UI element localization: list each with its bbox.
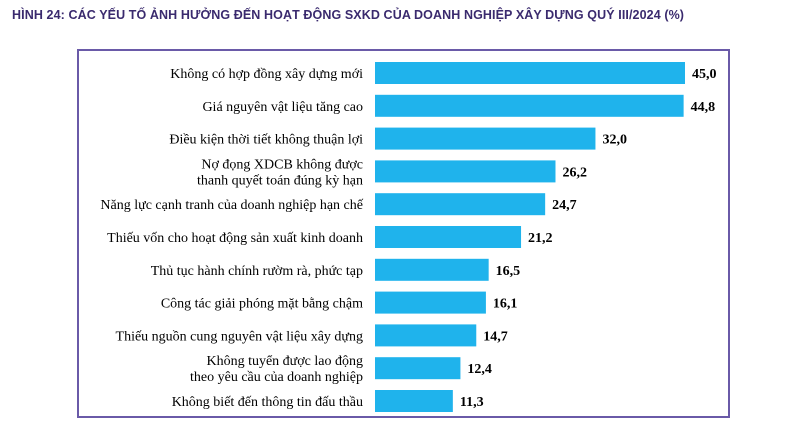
value-label-5: 24,7 <box>552 198 577 213</box>
bar-8 <box>375 291 486 314</box>
chart-frame <box>77 49 730 418</box>
bar-7 <box>375 258 489 281</box>
bar-11 <box>375 390 453 412</box>
bar-9 <box>375 324 477 347</box>
category-label-9: Thiếu nguồn cung nguyên vật liệu xây dựn… <box>116 329 363 344</box>
value-label-1: 45,0 <box>692 67 717 82</box>
value-label-9: 14,7 <box>483 329 508 344</box>
value-label-6: 21,2 <box>528 231 553 246</box>
category-label-3: Điều kiện thời tiết không thuận lợi <box>169 133 363 148</box>
bar-3 <box>375 127 596 150</box>
value-label-4: 26,2 <box>562 165 587 180</box>
value-label-2: 44,8 <box>691 100 716 115</box>
bar-4 <box>375 160 556 183</box>
value-label-8: 16,1 <box>493 297 518 312</box>
chart-title: HÌNH 24: CÁC YẾU TỐ ẢNH HƯỞNG ĐẾN HOẠT Đ… <box>12 8 685 22</box>
bar-1 <box>375 62 685 84</box>
category-label-1: Không có hợp đồng xây dựng mới <box>170 67 363 82</box>
value-label-7: 16,5 <box>496 264 520 279</box>
value-label-10: 12,4 <box>467 362 492 377</box>
category-label-2: Giá nguyên vật liệu tăng cao <box>202 100 363 115</box>
category-label-6: Thiếu vốn cho hoạt động sản xuất kinh do… <box>107 231 363 246</box>
value-label-3: 32,0 <box>602 133 627 148</box>
category-label-4: Nợ đọng XDCB không được thanh quyết toán … <box>197 157 363 188</box>
bar-10 <box>375 357 461 380</box>
category-label-8: Công tác giải phóng mặt bằng chậm <box>161 297 363 312</box>
category-label-10: Không tuyển được lao động theo yêu cầu củ… <box>190 354 363 385</box>
bar-2 <box>375 94 684 117</box>
category-label-5: Năng lực cạnh tranh của doanh nghiệp hạn… <box>100 198 363 213</box>
category-label-7: Thủ tục hành chính rườm rà, phức tạp <box>151 264 363 279</box>
value-label-11: 11,3 <box>460 395 484 410</box>
bar-5 <box>375 193 546 216</box>
category-label-11: Không biết đến thông tin đấu thầu <box>172 395 363 410</box>
bar-6 <box>375 226 522 248</box>
